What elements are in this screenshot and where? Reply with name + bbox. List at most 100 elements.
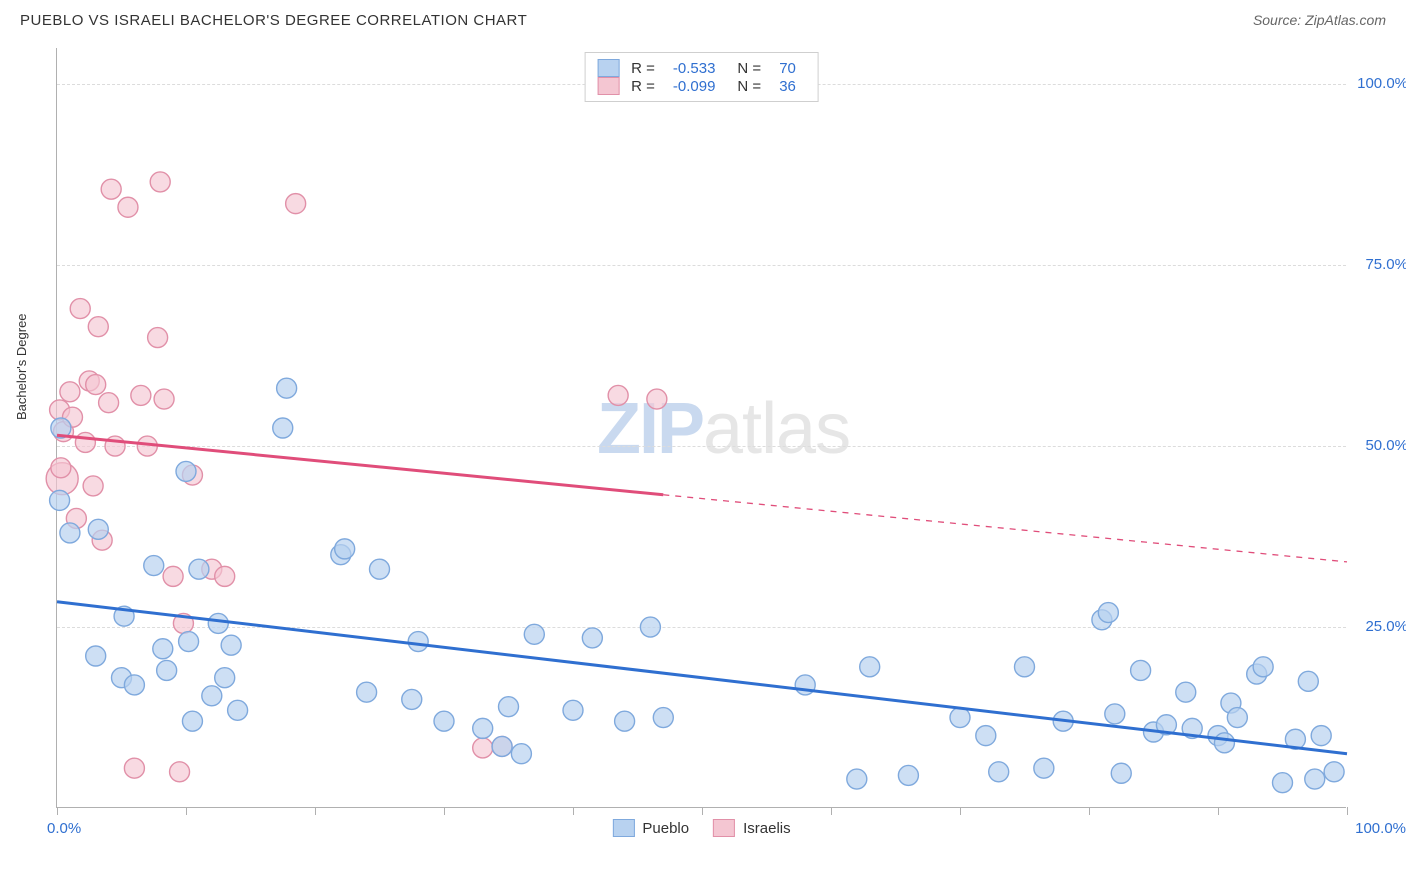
- point-pueblo: [60, 523, 80, 543]
- point-pueblo: [473, 718, 493, 738]
- swatch-pueblo: [612, 819, 634, 837]
- point-pueblo: [124, 675, 144, 695]
- point-pueblo: [228, 700, 248, 720]
- point-pueblo: [434, 711, 454, 731]
- point-pueblo: [182, 711, 202, 731]
- point-israelis: [99, 393, 119, 413]
- point-pueblo: [1034, 758, 1054, 778]
- point-pueblo: [86, 646, 106, 666]
- point-pueblo: [1015, 657, 1035, 677]
- point-israelis: [70, 299, 90, 319]
- point-pueblo: [153, 639, 173, 659]
- point-pueblo: [179, 632, 199, 652]
- x-tick: [960, 807, 961, 815]
- x-tick: [1218, 807, 1219, 815]
- point-israelis: [150, 172, 170, 192]
- point-pueblo: [1324, 762, 1344, 782]
- point-pueblo: [1253, 657, 1273, 677]
- point-pueblo: [157, 660, 177, 680]
- point-israelis: [51, 458, 71, 478]
- point-pueblo: [1105, 704, 1125, 724]
- point-pueblo: [1176, 682, 1196, 702]
- x-tick: [444, 807, 445, 815]
- x-tick: [315, 807, 316, 815]
- x-tick: [702, 807, 703, 815]
- point-pueblo: [976, 726, 996, 746]
- x-tick: [1347, 807, 1348, 815]
- point-pueblo: [1311, 726, 1331, 746]
- point-israelis: [88, 317, 108, 337]
- point-pueblo: [273, 418, 293, 438]
- n-value-pueblo: 70: [779, 60, 796, 77]
- point-pueblo: [640, 617, 660, 637]
- point-pueblo: [144, 556, 164, 576]
- point-pueblo: [582, 628, 602, 648]
- point-pueblo: [1111, 763, 1131, 783]
- source-label: Source: ZipAtlas.com: [1253, 12, 1386, 28]
- swatch-israelis: [597, 77, 619, 95]
- point-pueblo: [1273, 773, 1293, 793]
- r-value-pueblo: -0.533: [673, 60, 716, 77]
- swatch-pueblo: [597, 59, 619, 77]
- point-pueblo: [1305, 769, 1325, 789]
- point-israelis: [75, 432, 95, 452]
- point-pueblo: [847, 769, 867, 789]
- trend-pueblo: [57, 602, 1347, 754]
- trend-israelis-dashed: [663, 495, 1347, 562]
- n-label: N =: [737, 60, 761, 77]
- point-pueblo: [215, 668, 235, 688]
- point-pueblo: [860, 657, 880, 677]
- point-pueblo: [189, 559, 209, 579]
- point-israelis: [163, 566, 183, 586]
- x-tick: [186, 807, 187, 815]
- x-tick-label-max: 100.0%: [1355, 820, 1406, 837]
- point-pueblo: [1214, 733, 1234, 753]
- point-israelis: [101, 179, 121, 199]
- point-israelis: [647, 389, 667, 409]
- point-pueblo: [615, 711, 635, 731]
- legend-label-pueblo: Pueblo: [642, 820, 689, 837]
- x-tick: [831, 807, 832, 815]
- point-pueblo: [335, 539, 355, 559]
- point-pueblo: [277, 378, 297, 398]
- point-pueblo: [50, 490, 70, 510]
- legend-item-pueblo: Pueblo: [612, 819, 689, 837]
- point-pueblo: [653, 708, 673, 728]
- r-label: R =: [631, 60, 655, 77]
- legend-row-israelis: R = -0.099 N = 36: [597, 77, 806, 95]
- point-pueblo: [492, 736, 512, 756]
- y-tick-label: 50.0%: [1365, 437, 1406, 454]
- point-pueblo: [950, 708, 970, 728]
- point-israelis: [83, 476, 103, 496]
- r-value-israelis: -0.099: [673, 78, 716, 95]
- point-israelis: [215, 566, 235, 586]
- point-pueblo: [1298, 671, 1318, 691]
- point-pueblo: [370, 559, 390, 579]
- point-pueblo: [511, 744, 531, 764]
- point-pueblo: [563, 700, 583, 720]
- point-israelis: [154, 389, 174, 409]
- swatch-israelis: [713, 819, 735, 837]
- x-tick: [1089, 807, 1090, 815]
- point-pueblo: [989, 762, 1009, 782]
- point-pueblo: [88, 519, 108, 539]
- point-pueblo: [408, 632, 428, 652]
- point-pueblo: [208, 613, 228, 633]
- legend-correlation: R = -0.533 N = 70 R = -0.099 N = 36: [584, 52, 819, 102]
- y-tick-label: 100.0%: [1357, 75, 1406, 92]
- y-axis-label: Bachelor's Degree: [14, 313, 29, 420]
- point-pueblo: [1131, 660, 1151, 680]
- r-label: R =: [631, 78, 655, 95]
- point-pueblo: [176, 461, 196, 481]
- point-israelis: [148, 328, 168, 348]
- point-pueblo: [221, 635, 241, 655]
- point-israelis: [170, 762, 190, 782]
- point-pueblo: [402, 689, 422, 709]
- legend-item-israelis: Israelis: [713, 819, 791, 837]
- point-israelis: [286, 194, 306, 214]
- x-tick: [573, 807, 574, 815]
- point-pueblo: [357, 682, 377, 702]
- point-israelis: [124, 758, 144, 778]
- point-pueblo: [524, 624, 544, 644]
- trend-israelis: [57, 435, 663, 495]
